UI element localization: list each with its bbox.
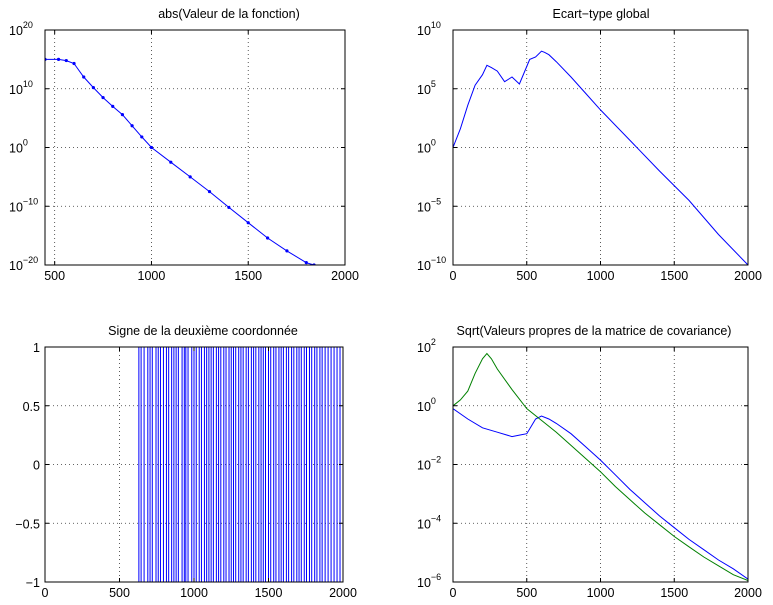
x-tick-label: 1500: [660, 586, 688, 600]
data-point: [82, 75, 86, 79]
x-tick-label: 1000: [587, 586, 615, 600]
data-point: [140, 135, 144, 139]
data-point: [207, 189, 212, 194]
x-tick-label: 500: [109, 586, 130, 600]
y-tick-label: −0.5: [15, 517, 40, 531]
x-tick-label: 2000: [329, 586, 357, 600]
x-tick-label: 500: [44, 269, 65, 283]
x-tick-label: 500: [516, 269, 537, 283]
x-tick-label: 2000: [331, 269, 359, 283]
x-tick-label: 500: [516, 586, 537, 600]
data-point: [120, 113, 125, 117]
series-line-1: [453, 408, 748, 580]
data-point: [227, 205, 231, 210]
x-tick-label: 2000: [734, 269, 762, 283]
data-point: [169, 160, 173, 164]
x-tick-label: 0: [42, 586, 49, 600]
data-point: [285, 249, 289, 253]
x-tick-label: 2000: [734, 586, 762, 600]
x-tick-label: 1000: [587, 269, 615, 283]
x-tick-label: 1000: [138, 269, 166, 283]
data-point: [188, 175, 192, 179]
data-point: [72, 61, 76, 66]
data-point: [304, 261, 308, 265]
y-tick-label: 100: [417, 396, 436, 414]
data-point: [246, 221, 250, 225]
panel-2-title: Ecart−type global: [553, 7, 650, 21]
data-point: [64, 58, 68, 63]
data-point: [91, 85, 95, 90]
series-line-1: [45, 58, 315, 265]
series-line-1: [453, 50, 748, 265]
y-tick-label: 1020: [9, 20, 33, 38]
y-tick-label: 1: [33, 341, 40, 355]
data-point: [130, 124, 134, 128]
x-tick-label: 1000: [180, 586, 208, 600]
series-line-2: [453, 352, 748, 581]
panel-global-std: Ecart−type global 0 500 1000 1500 2000 10−10 1…: [417, 7, 762, 283]
y-tick-label: 10−4: [417, 513, 441, 531]
y-tick-label: 1010: [9, 79, 33, 97]
data-point: [101, 95, 105, 100]
y-tick-label: 105: [417, 79, 436, 97]
y-tick-label: 0.5: [23, 400, 40, 414]
y-tick-label: 10−5: [417, 196, 441, 214]
y-tick-label: −1: [26, 576, 40, 590]
y-tick-label: 10−20: [9, 255, 38, 273]
y-tick-label: 1010: [417, 20, 441, 38]
y-tick-label: 10−10: [417, 255, 446, 273]
y-tick-label: 10−6: [417, 572, 441, 590]
panel-second-coordinate-sign: Signe de la deuxième coordonnée 0 500 1000…: [15, 324, 357, 600]
data-point: [149, 145, 154, 150]
y-tick-label: 0: [33, 459, 40, 473]
x-tick-label: 0: [450, 586, 457, 600]
panel-function-value: abs(Valeur de la fonction) 500 1000 1500 20…: [9, 7, 359, 283]
y-tick-label: 10−2: [417, 455, 441, 473]
data-point: [56, 57, 61, 61]
x-tick-label: 1500: [660, 269, 688, 283]
y-tick-label: 102: [417, 337, 436, 355]
x-tick-label: 0: [450, 269, 457, 283]
x-tick-label: 1500: [255, 586, 283, 600]
data-point: [265, 236, 270, 240]
panel-covariance-eigenvalues: Sqrt(Valeurs propres de la matrice de co…: [417, 324, 762, 600]
series-line-1: [45, 347, 343, 582]
y-tick-label: 100: [9, 138, 28, 156]
panel-1-title: abs(Valeur de la fonction): [158, 7, 300, 21]
panel-4-title: Sqrt(Valeurs propres de la matrice de co…: [457, 324, 732, 338]
x-tick-label: 1500: [234, 269, 262, 283]
panel-3-title: Signe de la deuxième coordonnée: [108, 324, 298, 338]
y-tick-label: 100: [417, 138, 436, 156]
data-point: [111, 104, 115, 108]
y-tick-label: 10−10: [9, 196, 38, 214]
